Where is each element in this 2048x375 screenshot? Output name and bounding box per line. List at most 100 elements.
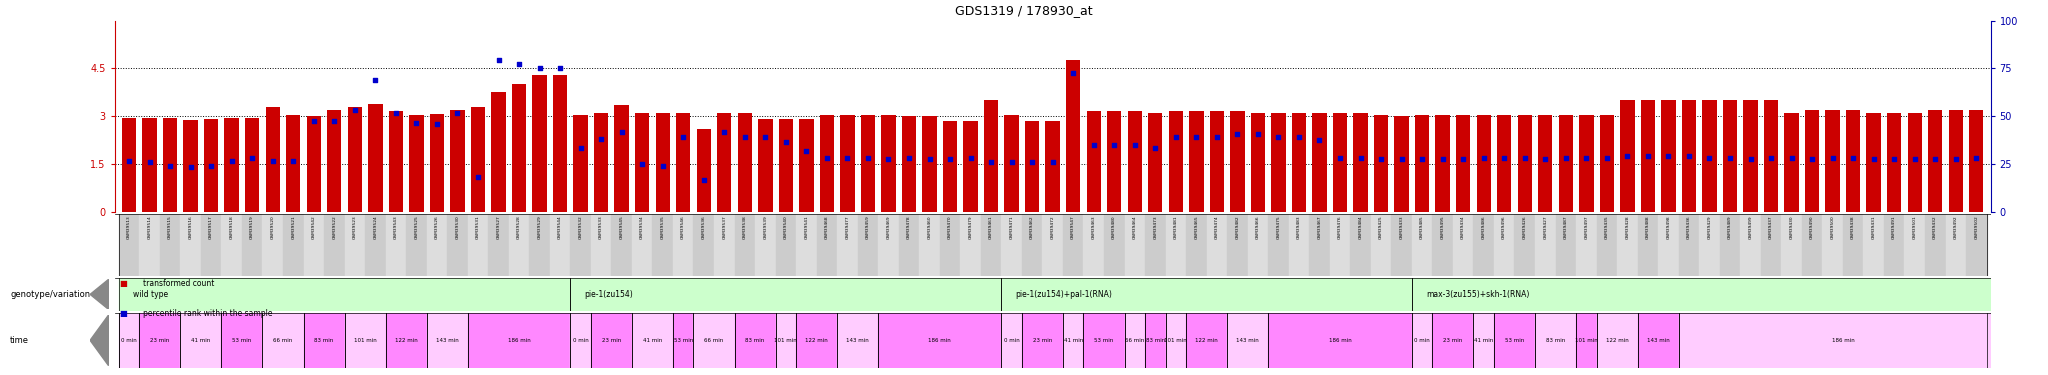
Bar	[1518, 115, 1532, 212]
Text: GSM39432: GSM39432	[1933, 215, 1937, 238]
Point	[563, 145, 596, 151]
Point	[1939, 156, 1972, 162]
Text: GSM39513: GSM39513	[127, 215, 131, 239]
Point	[338, 107, 371, 113]
Bar	[1784, 113, 1798, 212]
Bar	[756, 214, 776, 276]
Text: GSM39437: GSM39437	[1769, 215, 1774, 238]
Text: 66 min: 66 min	[1124, 338, 1145, 343]
Point	[317, 118, 350, 124]
Text: GSM39480: GSM39480	[1112, 215, 1116, 238]
Bar	[1108, 111, 1122, 212]
Bar	[737, 113, 752, 212]
Bar	[592, 214, 612, 276]
Point	[522, 65, 555, 71]
Bar	[365, 214, 385, 276]
Bar	[119, 214, 139, 276]
Point	[954, 154, 987, 160]
Bar	[735, 313, 776, 368]
Bar	[1432, 214, 1452, 276]
Point	[358, 76, 391, 82]
Text: GSM39546: GSM39546	[682, 215, 686, 239]
Text: GSM39526: GSM39526	[434, 215, 438, 239]
Text: GSM39524: GSM39524	[373, 215, 377, 239]
Point	[276, 158, 309, 164]
Bar	[1044, 121, 1061, 212]
Bar	[1001, 313, 1022, 368]
Point	[1898, 156, 1931, 162]
Bar	[180, 214, 201, 276]
Bar	[715, 214, 735, 276]
Bar	[1042, 214, 1063, 276]
Bar	[1925, 214, 1946, 276]
Bar	[508, 214, 528, 276]
Point	[1200, 134, 1233, 140]
Bar	[1866, 113, 1880, 212]
Bar	[1432, 313, 1473, 368]
Text: 23 min: 23 min	[1032, 338, 1053, 343]
Bar	[981, 214, 1001, 276]
Text: 122 min: 122 min	[395, 338, 418, 343]
Point	[1139, 145, 1171, 151]
Text: percentile rank within the sample: percentile rank within the sample	[143, 309, 272, 318]
Point	[1364, 156, 1397, 162]
Bar	[1329, 214, 1350, 276]
Bar	[1436, 115, 1450, 212]
Bar	[1782, 214, 1802, 276]
Point	[1571, 154, 1604, 160]
Bar	[1968, 110, 1982, 212]
Bar	[1538, 115, 1552, 212]
Text: GSM39474: GSM39474	[1214, 215, 1219, 238]
Text: genotype/variation: genotype/variation	[10, 290, 90, 299]
Text: 41 min: 41 min	[643, 338, 662, 343]
Point	[1530, 156, 1563, 162]
Bar	[1720, 214, 1741, 276]
Bar	[1927, 110, 1942, 212]
Text: GSM39482: GSM39482	[1235, 215, 1239, 238]
Bar	[1374, 115, 1389, 212]
Point	[502, 61, 535, 67]
Text: GSM39518: GSM39518	[229, 215, 233, 239]
Bar	[1333, 113, 1348, 212]
Bar	[1702, 100, 1716, 212]
Point	[1425, 156, 1458, 162]
Text: 186 min: 186 min	[508, 338, 530, 343]
Text: GSM39538: GSM39538	[743, 215, 748, 239]
Point	[1446, 156, 1479, 162]
Bar	[1493, 313, 1536, 368]
Text: GSM39522: GSM39522	[332, 215, 336, 239]
Point	[811, 154, 844, 160]
Bar	[1884, 214, 1905, 276]
Text: GSM39543: GSM39543	[393, 215, 397, 239]
Point	[995, 159, 1028, 165]
Bar	[123, 118, 137, 212]
Bar	[1804, 110, 1819, 212]
Text: GSM39476: GSM39476	[1337, 215, 1341, 238]
Text: GSM39521: GSM39521	[291, 215, 295, 239]
Bar	[899, 214, 920, 276]
Point	[379, 110, 412, 116]
Bar	[1579, 115, 1593, 212]
Bar	[1536, 313, 1577, 368]
Text: GSM39467: GSM39467	[1317, 215, 1321, 238]
Bar	[549, 214, 569, 276]
Text: GSM39464: GSM39464	[1133, 215, 1137, 238]
Text: GSM39502: GSM39502	[1974, 215, 1978, 239]
Bar	[1493, 214, 1513, 276]
Bar	[1661, 100, 1675, 212]
Point	[975, 159, 1008, 165]
Bar	[920, 214, 940, 276]
Point	[236, 154, 268, 160]
Text: GSM39465: GSM39465	[1194, 215, 1198, 239]
Bar	[922, 116, 936, 212]
Bar	[385, 313, 426, 368]
Bar	[1350, 214, 1370, 276]
Bar	[532, 75, 547, 212]
Polygon shape	[90, 315, 109, 366]
Bar	[1063, 214, 1083, 276]
Text: GSM39428: GSM39428	[1626, 215, 1630, 238]
Bar	[139, 214, 160, 276]
Bar	[569, 214, 592, 276]
Point	[195, 163, 227, 169]
Text: GSM39488: GSM39488	[1647, 215, 1651, 238]
